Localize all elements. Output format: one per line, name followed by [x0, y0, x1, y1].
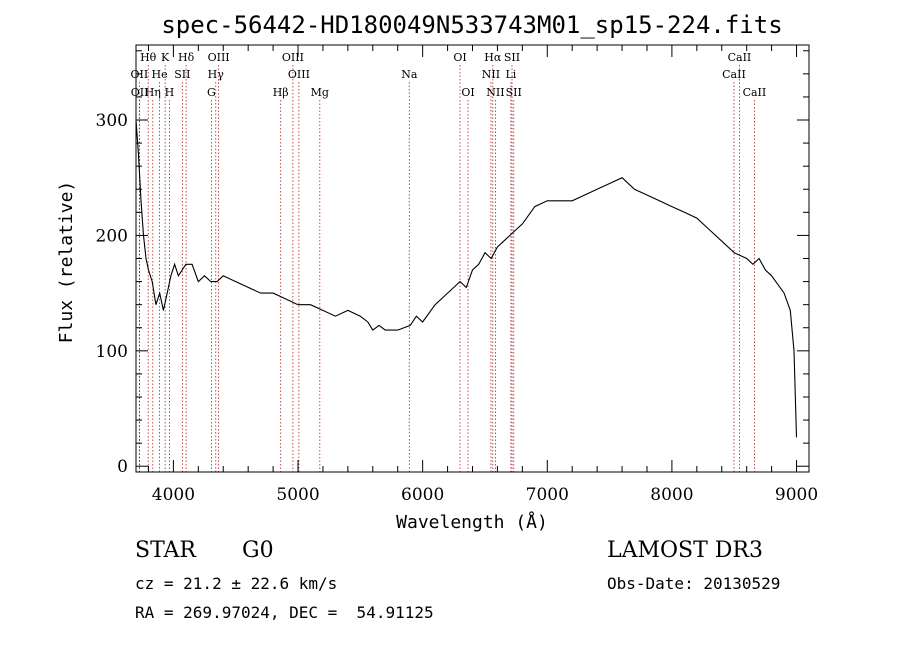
line-label: OIII — [282, 51, 304, 64]
y-tick-label: 200 — [96, 226, 128, 246]
x-tick-label: 4000 — [152, 485, 195, 505]
line-label: Hη — [145, 86, 161, 99]
line-label: Hγ — [208, 68, 225, 81]
line-label: NII — [486, 86, 504, 99]
line-label: K — [161, 51, 170, 64]
line-label: SII — [174, 68, 190, 81]
line-label: SII — [506, 86, 522, 99]
x-tick-label: 9000 — [775, 485, 818, 505]
line-label: Na — [401, 68, 418, 81]
line-label: OI — [461, 86, 474, 99]
x-tick-label: 6000 — [401, 485, 444, 505]
redshift-velocity: cz = 21.2 ± 22.6 km/s — [135, 574, 338, 593]
spectrum-line — [135, 119, 798, 438]
y-tick-label: 0 — [117, 457, 128, 477]
survey-name: LAMOST DR3 — [607, 538, 763, 563]
line-label: CaII — [728, 51, 752, 64]
x-tick-label: 8000 — [650, 485, 693, 505]
object-class: STAR — [135, 538, 196, 563]
x-axis: 4000 5000 6000 7000 8000 9000 — [147, 45, 818, 505]
line-label: He — [152, 68, 168, 81]
x-tick-label: 5000 — [276, 485, 319, 505]
y-axis: 0 100 200 300 — [96, 50, 809, 477]
line-label: SII — [504, 51, 520, 64]
line-label: OIII — [208, 51, 230, 64]
ra-dec-coordinates: RA = 269.97024, DEC = 54.91125 — [135, 603, 434, 622]
line-label: Hδ — [178, 51, 195, 64]
object-subclass: G0 — [242, 538, 274, 563]
line-label: Hα — [484, 51, 502, 64]
line-label: NII — [482, 68, 500, 81]
x-axis-label: Wavelength (Å) — [396, 511, 548, 533]
y-tick-label: 300 — [96, 111, 128, 131]
line-label: CaII — [722, 68, 746, 81]
line-label: Hθ — [140, 51, 157, 64]
line-label: Li — [505, 68, 516, 81]
line-label: OII — [131, 68, 149, 81]
line-label: Mg — [311, 86, 329, 99]
line-label: OIII — [288, 68, 310, 81]
line-label: G — [207, 86, 216, 99]
observation-date: Obs-Date: 20130529 — [607, 574, 781, 593]
y-tick-label: 100 — [96, 342, 128, 362]
y-axis-label: Flux (relative) — [56, 181, 77, 344]
line-label: Hβ — [273, 86, 289, 99]
emission-line-markers — [138, 65, 755, 472]
line-label: H — [165, 86, 175, 99]
line-label: CaII — [743, 86, 767, 99]
x-tick-label: 7000 — [526, 485, 569, 505]
line-label: OI — [453, 51, 466, 64]
chart-title: spec-56442-HD180049N533743M01_sp15-224.f… — [161, 11, 782, 39]
line-label: OII — [131, 86, 149, 99]
plot-frame — [135, 44, 810, 473]
